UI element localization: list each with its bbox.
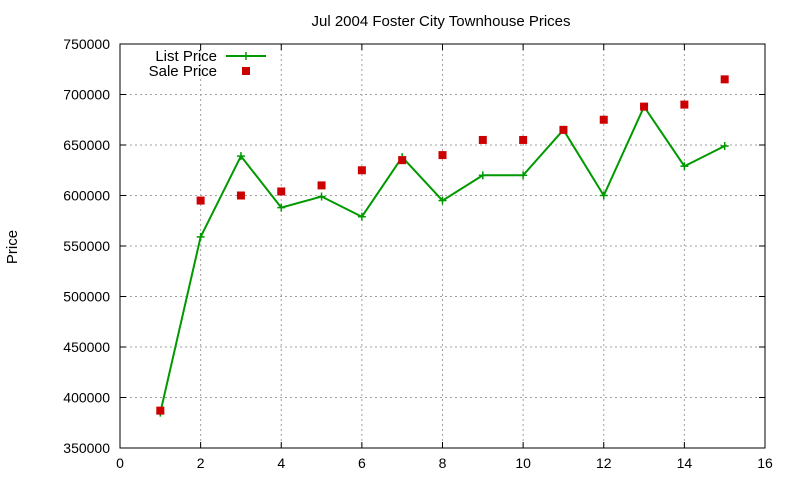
sale-price-point [438,151,447,160]
legend-label: Sale Price [149,63,217,80]
x-tick-label: 8 [439,455,447,471]
list-price-point [357,212,366,221]
list-price-point [196,232,205,241]
sale-price-point [680,100,689,109]
list-price-point [720,142,729,151]
sale-price-point [559,125,568,134]
sale-price-point [599,115,608,124]
y-tick-label: 350000 [63,440,110,456]
list-price-point [236,152,245,161]
x-tick-label: 12 [596,455,612,471]
x-tick-label: 16 [757,455,773,471]
y-tick-label: 700000 [63,87,110,103]
x-tick-label: 6 [358,455,366,471]
sale-price-point [156,406,165,415]
y-tick-label: 600000 [63,188,110,204]
grid [120,44,765,448]
list-price-point [519,171,528,180]
legend-plus-marker [242,52,250,60]
sale-price-point [478,135,487,144]
sale-price-point [357,166,366,175]
axis-ticks: 0 2 4 6 8 10 12 14 16 350000 400000 450000 500000 550… [63,36,773,471]
sale-price-point [236,191,245,200]
x-tick-label: 10 [515,455,531,471]
y-axis-label: Price [4,230,21,264]
y-tick-label: 500000 [63,289,110,305]
y-tick-label: 400000 [63,390,110,406]
x-tick-label: 2 [197,455,205,471]
y-tick-label: 450000 [63,339,110,355]
sale-price-point [317,181,326,190]
sale-price-point [720,75,729,84]
x-tick-label: 4 [277,455,285,471]
sale-price-point [196,196,205,205]
sale-price-point [277,187,286,196]
list-price-point [438,196,447,205]
list-price-point [478,171,487,180]
list-price-point [680,162,689,171]
sale-price-point [519,135,528,144]
plot-frame [119,43,766,449]
legend-square-marker [242,67,250,75]
list-price-point [317,192,326,201]
legend-label: List Price [155,48,217,65]
series [156,75,729,417]
list-price-point [599,191,608,200]
sale-price-point [640,102,649,111]
x-tick-label: 0 [116,455,124,471]
y-tick-label: 550000 [63,238,110,254]
list-price-point [277,203,286,212]
y-tick-label: 750000 [63,36,110,52]
chart-title: Jul 2004 Foster City Townhouse Prices [311,13,570,30]
sale-price-point [398,156,407,165]
x-tick-label: 14 [677,455,693,471]
y-tick-label: 650000 [63,137,110,153]
